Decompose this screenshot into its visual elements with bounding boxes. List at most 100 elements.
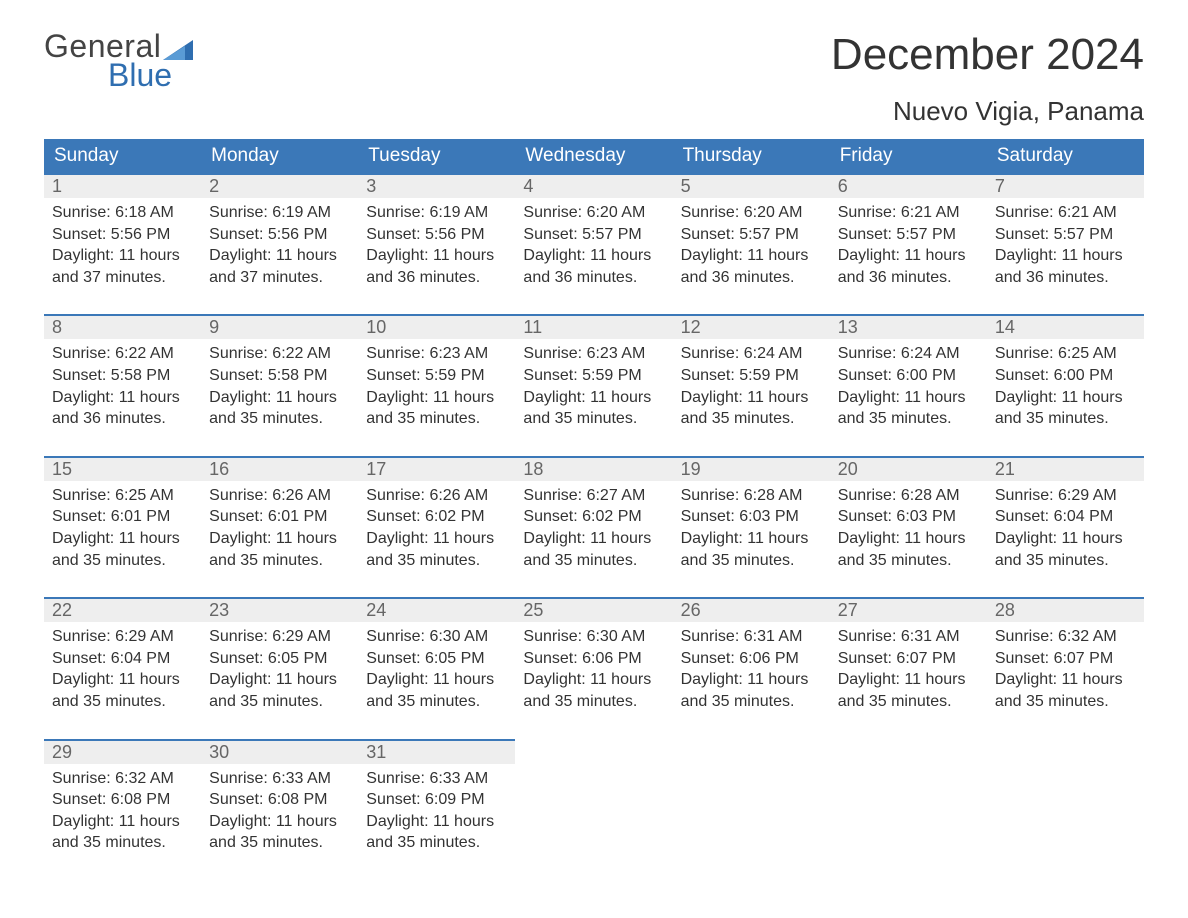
sunrise-value: 6:26 AM (272, 487, 331, 504)
sunset-label: Sunset: (52, 508, 106, 525)
daylight-label: Daylight: (523, 671, 585, 688)
day-body: Sunrise: 6:25 AMSunset: 6:01 PMDaylight:… (44, 481, 201, 597)
sunset-line: Sunset: 6:05 PM (209, 648, 350, 670)
day-body: Sunrise: 6:20 AMSunset: 5:57 PMDaylight:… (515, 198, 672, 314)
day-number: 13 (830, 316, 987, 339)
day-number: 7 (987, 175, 1144, 198)
daylight-label: Daylight: (52, 671, 114, 688)
sunset-value: 5:57 PM (582, 226, 642, 243)
day-number: 4 (515, 175, 672, 198)
daylight-line: Daylight: 11 hours and 37 minutes. (209, 245, 350, 288)
daylight-label: Daylight: (366, 530, 428, 547)
daylight-line: Daylight: 11 hours and 35 minutes. (366, 811, 507, 854)
day-number: 31 (358, 741, 515, 764)
sunrise-line: Sunrise: 6:21 AM (995, 202, 1136, 224)
sunrise-label: Sunrise: (681, 345, 740, 362)
weekday-header: Friday (830, 139, 987, 174)
sunrise-value: 6:27 AM (587, 487, 646, 504)
sunset-value: 6:01 PM (268, 508, 328, 525)
sunrise-line: Sunrise: 6:19 AM (366, 202, 507, 224)
day-body: Sunrise: 6:30 AMSunset: 6:06 PMDaylight:… (515, 622, 672, 738)
calendar-week: 8Sunrise: 6:22 AMSunset: 5:58 PMDaylight… (44, 315, 1144, 456)
sunrise-label: Sunrise: (838, 204, 897, 221)
daylight-label: Daylight: (995, 530, 1057, 547)
page-title: December 2024 (831, 30, 1144, 80)
day-body: Sunrise: 6:19 AMSunset: 5:56 PMDaylight:… (201, 198, 358, 314)
sunrise-label: Sunrise: (995, 487, 1054, 504)
daylight-line: Daylight: 11 hours and 35 minutes. (52, 811, 193, 854)
calendar-cell: 19Sunrise: 6:28 AMSunset: 6:03 PMDayligh… (673, 457, 830, 598)
calendar-cell: 20Sunrise: 6:28 AMSunset: 6:03 PMDayligh… (830, 457, 987, 598)
daylight-line: Daylight: 11 hours and 36 minutes. (995, 245, 1136, 288)
sunset-line: Sunset: 6:03 PM (681, 506, 822, 528)
daylight-line: Daylight: 11 hours and 35 minutes. (366, 387, 507, 430)
calendar-cell: 4Sunrise: 6:20 AMSunset: 5:57 PMDaylight… (515, 174, 672, 315)
sunset-value: 5:57 PM (1054, 226, 1114, 243)
day-body: Sunrise: 6:27 AMSunset: 6:02 PMDaylight:… (515, 481, 672, 597)
sunset-line: Sunset: 5:56 PM (209, 224, 350, 246)
calendar-cell: 17Sunrise: 6:26 AMSunset: 6:02 PMDayligh… (358, 457, 515, 598)
daylight-line: Daylight: 11 hours and 35 minutes. (52, 669, 193, 712)
sunset-label: Sunset: (52, 226, 106, 243)
sunset-label: Sunset: (366, 508, 420, 525)
sunrise-label: Sunrise: (838, 487, 897, 504)
daylight-line: Daylight: 11 hours and 35 minutes. (838, 528, 979, 571)
calendar-cell: 14Sunrise: 6:25 AMSunset: 6:00 PMDayligh… (987, 315, 1144, 456)
sunset-value: 6:06 PM (739, 650, 799, 667)
sunrise-line: Sunrise: 6:28 AM (681, 485, 822, 507)
sunset-value: 6:04 PM (1054, 508, 1114, 525)
daylight-line: Daylight: 11 hours and 35 minutes. (209, 669, 350, 712)
sunrise-label: Sunrise: (52, 770, 111, 787)
day-number: 27 (830, 599, 987, 622)
day-number: 30 (201, 741, 358, 764)
calendar-cell (830, 740, 987, 862)
sunset-line: Sunset: 6:08 PM (52, 789, 193, 811)
sunset-value: 6:07 PM (1054, 650, 1114, 667)
calendar-cell: 24Sunrise: 6:30 AMSunset: 6:05 PMDayligh… (358, 598, 515, 739)
calendar-cell (987, 740, 1144, 862)
sunrise-line: Sunrise: 6:19 AM (209, 202, 350, 224)
day-body: Sunrise: 6:23 AMSunset: 5:59 PMDaylight:… (358, 339, 515, 455)
daylight-label: Daylight: (681, 389, 743, 406)
day-number: 25 (515, 599, 672, 622)
day-number: 10 (358, 316, 515, 339)
sunrise-label: Sunrise: (52, 345, 111, 362)
weekday-header: Thursday (673, 139, 830, 174)
day-body: Sunrise: 6:28 AMSunset: 6:03 PMDaylight:… (830, 481, 987, 597)
sunset-value: 6:02 PM (582, 508, 642, 525)
sunset-label: Sunset: (838, 508, 892, 525)
sunrise-value: 6:31 AM (744, 628, 803, 645)
sunrise-line: Sunrise: 6:29 AM (209, 626, 350, 648)
sunrise-value: 6:29 AM (272, 628, 331, 645)
sunrise-line: Sunrise: 6:20 AM (681, 202, 822, 224)
daylight-line: Daylight: 11 hours and 35 minutes. (523, 387, 664, 430)
sunset-label: Sunset: (681, 508, 735, 525)
sunset-value: 6:01 PM (111, 508, 171, 525)
sunset-line: Sunset: 6:06 PM (523, 648, 664, 670)
daylight-label: Daylight: (52, 813, 114, 830)
calendar-cell (515, 740, 672, 862)
sunset-line: Sunset: 6:06 PM (681, 648, 822, 670)
sunset-line: Sunset: 6:07 PM (995, 648, 1136, 670)
daylight-label: Daylight: (523, 389, 585, 406)
sunset-label: Sunset: (681, 650, 735, 667)
daylight-line: Daylight: 11 hours and 35 minutes. (366, 669, 507, 712)
sunrise-label: Sunrise: (52, 487, 111, 504)
day-number: 23 (201, 599, 358, 622)
day-number: 14 (987, 316, 1144, 339)
day-body: Sunrise: 6:24 AMSunset: 6:00 PMDaylight:… (830, 339, 987, 455)
day-number: 12 (673, 316, 830, 339)
day-number: 24 (358, 599, 515, 622)
sunrise-value: 6:26 AM (429, 487, 488, 504)
sunrise-line: Sunrise: 6:23 AM (366, 343, 507, 365)
sunset-label: Sunset: (52, 650, 106, 667)
daylight-line: Daylight: 11 hours and 36 minutes. (838, 245, 979, 288)
daylight-line: Daylight: 11 hours and 36 minutes. (52, 387, 193, 430)
daylight-line: Daylight: 11 hours and 35 minutes. (995, 528, 1136, 571)
sunset-label: Sunset: (838, 367, 892, 384)
sunrise-value: 6:30 AM (587, 628, 646, 645)
sunset-label: Sunset: (523, 226, 577, 243)
sunset-label: Sunset: (523, 367, 577, 384)
sunrise-line: Sunrise: 6:22 AM (52, 343, 193, 365)
daylight-label: Daylight: (209, 530, 271, 547)
